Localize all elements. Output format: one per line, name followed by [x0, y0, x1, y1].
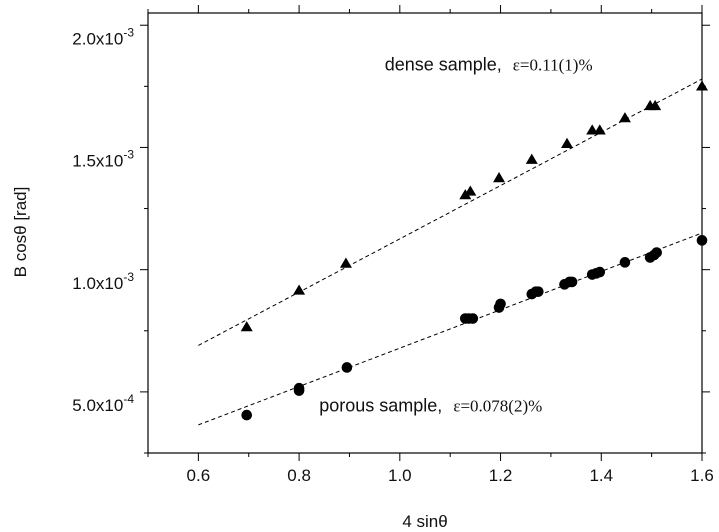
- porous-sample-strain: ε=0.078(2)%: [453, 396, 542, 415]
- circle-marker: [533, 286, 544, 297]
- y-tick-label: 1.5x10-3: [72, 148, 134, 171]
- x-tick-label: 1.2: [489, 466, 513, 485]
- triangle-marker: [464, 185, 477, 196]
- porous-sample-label: porous sample,: [319, 395, 442, 415]
- triangle-marker: [618, 112, 631, 123]
- fit-lines: [198, 78, 703, 426]
- x-tick-label: 1.0: [388, 466, 412, 485]
- dense-sample-label: dense sample,: [385, 54, 502, 74]
- dense-sample-annotation: dense sample, ε=0.11(1)%: [385, 54, 593, 74]
- triangle-marker: [339, 257, 352, 268]
- circle-marker: [467, 313, 479, 324]
- tick-labels: 0.6 0.8 1.0 1.2 1.4 1.6 5.0x10-4 1.0x10-3 1.5x10…: [72, 25, 714, 485]
- dense-sample-strain: ε=0.11(1)%: [513, 55, 593, 74]
- x-tick-label: 1.6: [690, 466, 714, 485]
- data-points: [240, 80, 708, 421]
- circle-marker: [651, 247, 662, 258]
- circle-marker: [696, 235, 708, 246]
- x-tick-label: 0.8: [287, 466, 311, 485]
- porous-sample-annotation: porous sample, ε=0.078(2)%: [319, 395, 542, 415]
- circle-marker: [241, 409, 253, 421]
- fit-line-1: [198, 232, 703, 426]
- y-axis-label: B cosθ [rad]: [11, 187, 30, 278]
- fit-line-0: [198, 78, 703, 346]
- triangle-marker: [293, 284, 306, 295]
- circle-marker: [495, 298, 506, 310]
- triangle-marker: [696, 80, 708, 91]
- circle-marker: [566, 276, 578, 288]
- x-tick-label: 1.4: [589, 466, 613, 485]
- triangle-marker: [593, 124, 606, 135]
- triangle-marker: [493, 172, 506, 183]
- triangle-marker: [240, 321, 253, 332]
- plot-frame: [147, 12, 703, 454]
- triangle-marker: [561, 137, 574, 148]
- y-tick-label: 1.0x10-3: [72, 270, 134, 293]
- triangle-marker: [525, 153, 538, 164]
- x-tick-label: 0.6: [187, 466, 211, 485]
- y-tick-label: 2.0x10-3: [72, 25, 134, 48]
- x-axis-label: 4 sinθ: [402, 512, 447, 531]
- circle-marker: [293, 382, 305, 394]
- circle-marker: [341, 362, 353, 373]
- y-tick-label: 5.0x10-4: [72, 392, 134, 415]
- circle-marker: [619, 257, 631, 268]
- circle-marker: [594, 266, 606, 278]
- triangle-marker: [586, 124, 599, 135]
- triangle-marker: [649, 99, 662, 111]
